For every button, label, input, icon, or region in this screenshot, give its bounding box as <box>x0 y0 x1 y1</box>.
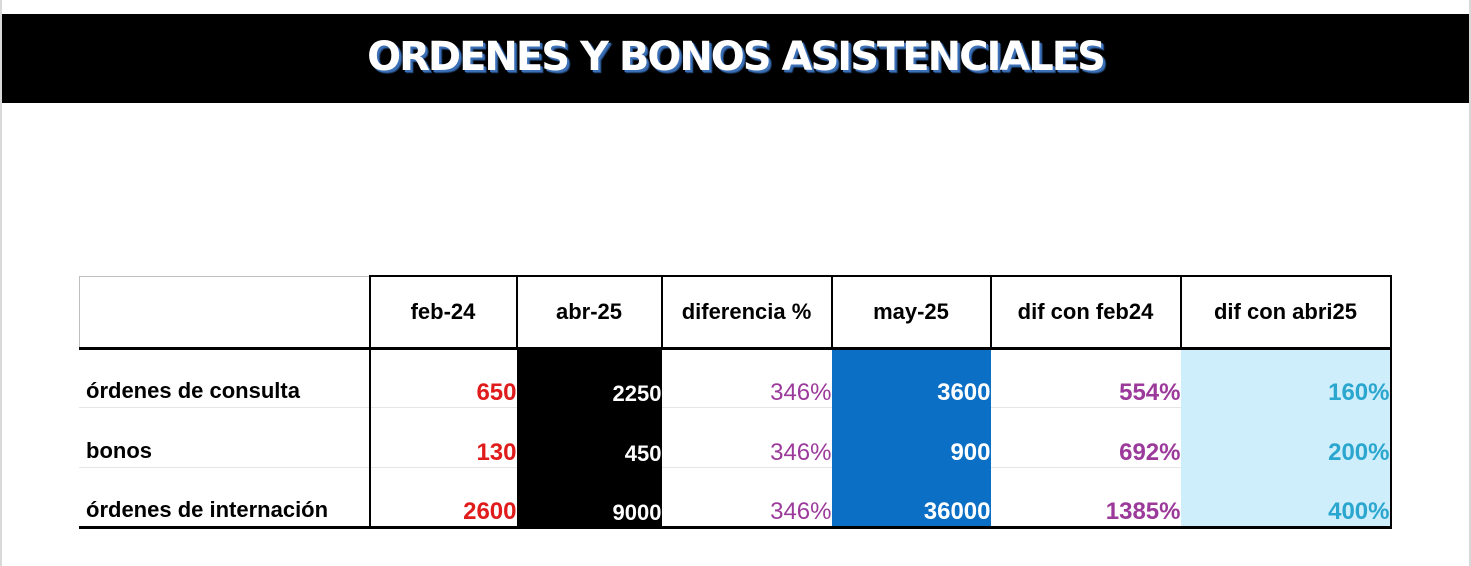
table-row: bonos 130 450 346% 900 692% 200% <box>79 407 1392 468</box>
cell-abr-25: 9000 <box>516 467 662 529</box>
cell-feb-24: 650 <box>369 348 517 408</box>
cell-dif-con-feb24: 1385% <box>990 467 1181 529</box>
cell-dif-con-feb24: 692% <box>990 407 1181 468</box>
table-header-row: feb-24 abr-25 diferencia % may-25 dif co… <box>79 275 1392 350</box>
row-label: órdenes de consulta <box>79 348 371 408</box>
header-corner-cell <box>79 275 371 350</box>
header-may-25: may-25 <box>831 275 992 350</box>
cell-diferencia: 346% <box>661 348 832 408</box>
header-dif-con-feb24: dif con feb24 <box>990 275 1182 350</box>
cell-dif-con-abri25: 400% <box>1180 467 1392 529</box>
cell-feb-24: 130 <box>369 407 517 468</box>
cell-dif-con-abri25: 160% <box>1180 348 1392 408</box>
header-diferencia: diferencia % <box>661 275 833 350</box>
cell-may-25: 900 <box>831 407 991 468</box>
header-abr-25: abr-25 <box>516 275 663 350</box>
cell-abr-25: 450 <box>516 407 662 468</box>
cell-dif-con-abri25: 200% <box>1180 407 1392 468</box>
cell-dif-con-feb24: 554% <box>990 348 1181 408</box>
cell-diferencia: 346% <box>661 407 832 468</box>
table-row: órdenes de internación 2600 9000 346% 36… <box>79 467 1392 529</box>
cell-diferencia: 346% <box>661 467 832 529</box>
frame-left-border <box>0 0 2 566</box>
frame-right-border <box>1469 0 1471 566</box>
cell-may-25: 3600 <box>831 348 991 408</box>
title-bar: ORDENES Y BONOS ASISTENCIALES <box>2 14 1469 103</box>
page-title: ORDENES Y BONOS ASISTENCIALES <box>367 33 1106 80</box>
cell-feb-24: 2600 <box>369 467 517 529</box>
cell-abr-25: 2250 <box>516 348 662 408</box>
header-feb-24: feb-24 <box>369 275 518 350</box>
row-label: bonos <box>79 407 371 468</box>
cell-may-25: 36000 <box>831 467 991 529</box>
row-label: órdenes de internación <box>79 467 371 529</box>
header-dif-con-abri25: dif con abri25 <box>1180 275 1392 350</box>
data-table: feb-24 abr-25 diferencia % may-25 dif co… <box>79 275 1392 529</box>
table-row: órdenes de consulta 650 2250 346% 3600 5… <box>79 348 1392 408</box>
